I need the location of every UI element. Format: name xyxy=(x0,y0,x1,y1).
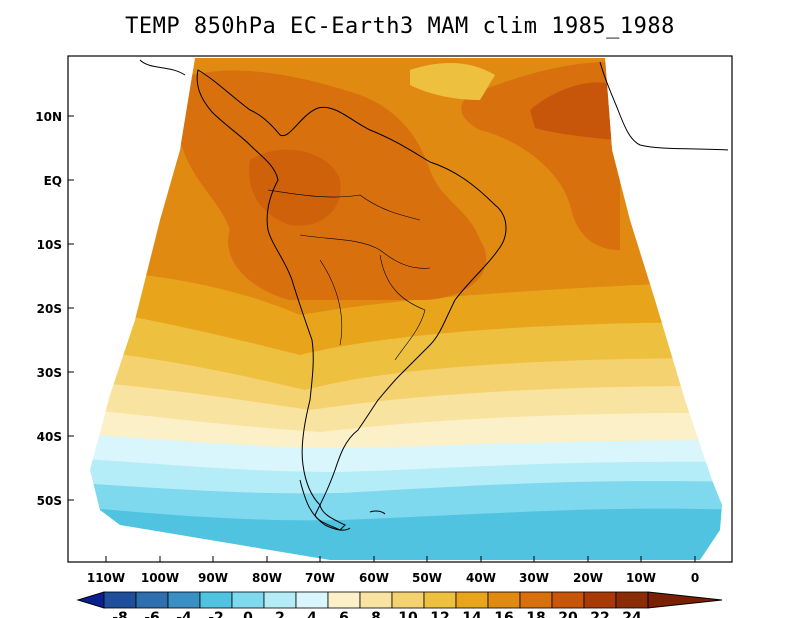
falklands xyxy=(369,510,386,515)
lon-label-10w: 10W xyxy=(626,571,656,585)
lat-label-30s: 30S xyxy=(37,366,62,380)
colorbar-label: 12 xyxy=(430,610,449,618)
colorbar-segment xyxy=(135,591,169,609)
lat-label-40s: 40S xyxy=(37,430,62,444)
colorbar-segment xyxy=(423,591,457,609)
colorbar-segment xyxy=(359,591,393,609)
colorbar-label: 24 xyxy=(622,610,642,618)
border-peru-brazil xyxy=(299,234,431,269)
colorbar: -8 -6 -4 -2 0 2 4 6 8 10 12 14 16 18 20 … xyxy=(76,591,723,618)
lat-label-20s: 20S xyxy=(37,302,62,316)
colorbar-label: 10 xyxy=(398,610,418,618)
lon-label-80w: 80W xyxy=(252,571,282,585)
africa-coast xyxy=(599,61,729,151)
lon-label-110w: 110W xyxy=(87,571,125,585)
colorbar-segment xyxy=(519,591,553,609)
colorbar-segment xyxy=(263,591,297,609)
south-america-coast xyxy=(196,69,507,531)
lon-label-0: 0 xyxy=(691,571,699,585)
band-14-16 xyxy=(90,345,722,410)
band-24-amazon xyxy=(249,149,341,226)
lon-label-30w: 30W xyxy=(519,571,549,585)
colorbar-label: -8 xyxy=(112,610,128,618)
colorbar-segment xyxy=(167,591,201,609)
colorbar-low-arrow xyxy=(76,591,105,609)
colorbar-segment xyxy=(199,591,233,609)
colorbar-label: 0 xyxy=(243,610,253,618)
colorbar-label: 16 xyxy=(494,610,513,618)
band-24-plus xyxy=(530,82,615,140)
band-18-caribbean xyxy=(410,63,495,100)
colorbar-label: 20 xyxy=(558,610,578,618)
colorbar-segment xyxy=(295,591,329,609)
colorbar-label: 6 xyxy=(339,610,349,618)
latitude-axis: 10N EQ 10S 20S 30S 40S 50S xyxy=(35,110,74,508)
colorbar-label: 8 xyxy=(371,610,381,618)
colorbar-label: -4 xyxy=(176,610,192,618)
colorbar-segment xyxy=(487,591,521,609)
lat-label-50s: 50S xyxy=(37,494,62,508)
colorbar-segment xyxy=(455,591,489,609)
lat-label-10s: 10S xyxy=(37,238,62,252)
lon-label-50w: 50W xyxy=(412,571,442,585)
lon-label-70w: 70W xyxy=(305,571,335,585)
border-uruguay xyxy=(394,309,426,361)
temperature-field xyxy=(90,58,722,560)
border-andes xyxy=(319,259,343,346)
colorbar-high-arrow xyxy=(647,591,723,609)
lat-label-eq: EQ xyxy=(44,174,62,188)
colorbar-label: 4 xyxy=(307,610,317,618)
colorbar-label: 14 xyxy=(462,610,482,618)
coastlines xyxy=(139,59,729,531)
band-10-12 xyxy=(90,405,722,448)
tierra-del-fuego xyxy=(299,479,351,531)
colorbar-segment xyxy=(327,591,361,609)
colorbar-segment xyxy=(551,591,585,609)
country-borders xyxy=(267,189,431,361)
colorbar-label: -2 xyxy=(208,610,224,618)
lon-label-60w: 60W xyxy=(359,571,389,585)
central-america-coast xyxy=(139,59,186,76)
colorbar-label: 18 xyxy=(526,610,545,618)
border-bolivia-paraguay xyxy=(379,254,426,311)
colorbar-label: 22 xyxy=(590,610,609,618)
colorbar-segment xyxy=(583,591,617,609)
colorbar-segment xyxy=(231,591,265,609)
border-north xyxy=(267,189,421,221)
colorbar-segment xyxy=(103,591,137,609)
lon-label-90w: 90W xyxy=(198,571,228,585)
lon-label-40w: 40W xyxy=(466,571,496,585)
colorbar-label: -6 xyxy=(144,610,160,618)
longitude-axis: 110W 100W 90W 80W 70W 60W 50W 40W 30W 20… xyxy=(87,556,699,585)
lon-label-20w: 20W xyxy=(573,571,603,585)
lon-label-100w: 100W xyxy=(141,571,179,585)
map-title: TEMP 850hPa EC-Earth3 MAM clim 1985_1988 xyxy=(125,14,675,39)
lat-label-10n: 10N xyxy=(35,110,62,124)
colorbar-label: 2 xyxy=(275,610,285,618)
colorbar-segment xyxy=(615,591,649,609)
colorbar-segment xyxy=(391,591,425,609)
